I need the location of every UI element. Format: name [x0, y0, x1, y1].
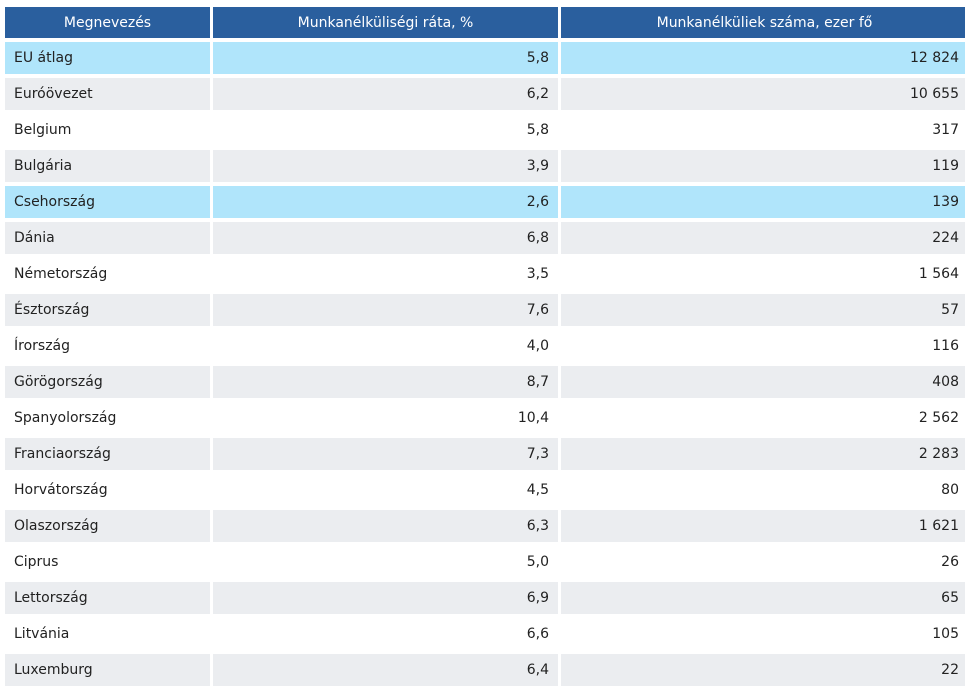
row-count-cell: 65 — [561, 582, 965, 614]
table-body: EU átlag 5,8 12 824 Euróövezet 6,2 10 655 Belg… — [5, 42, 965, 686]
row-name-cell: Belgium — [5, 114, 210, 146]
row-rate-cell: 5,8 — [213, 42, 558, 74]
row-rate-cell: 5,8 — [213, 114, 558, 146]
unemployment-table: Megnevezés Munkanélküliségi ráta, % Munk… — [2, 3, 965, 690]
column-header-name[interactable]: Megnevezés — [5, 7, 210, 38]
row-name-cell: Franciaország — [5, 438, 210, 470]
row-name-cell: Litvánia — [5, 618, 210, 650]
table-row: Írország 4,0 116 — [5, 330, 965, 362]
table-header-row: Megnevezés Munkanélküliségi ráta, % Munk… — [5, 7, 965, 38]
table-row: Csehország 2,6 139 — [5, 186, 965, 218]
row-rate-cell: 8,7 — [213, 366, 558, 398]
row-name-cell: Görögország — [5, 366, 210, 398]
table-row: EU átlag 5,8 12 824 — [5, 42, 965, 74]
row-count-cell: 224 — [561, 222, 965, 254]
row-count-cell: 119 — [561, 150, 965, 182]
table-row: Észtország 7,6 57 — [5, 294, 965, 326]
table-row: Görögország 8,7 408 — [5, 366, 965, 398]
row-rate-cell: 2,6 — [213, 186, 558, 218]
row-name-cell: Bulgária — [5, 150, 210, 182]
column-header-rate[interactable]: Munkanélküliségi ráta, % — [213, 7, 558, 38]
table-row: Luxemburg 6,4 22 — [5, 654, 965, 686]
row-rate-cell: 7,6 — [213, 294, 558, 326]
row-name-cell: Írország — [5, 330, 210, 362]
row-count-cell: 408 — [561, 366, 965, 398]
table-row: Ciprus 5,0 26 — [5, 546, 965, 578]
row-count-cell: 1 621 — [561, 510, 965, 542]
row-name-cell: Ciprus — [5, 546, 210, 578]
row-rate-cell: 7,3 — [213, 438, 558, 470]
table-row: Franciaország 7,3 2 283 — [5, 438, 965, 470]
row-count-cell: 2 562 — [561, 402, 965, 434]
row-name-cell: Észtország — [5, 294, 210, 326]
table-row: Németország 3,5 1 564 — [5, 258, 965, 290]
table-row: Spanyolország 10,4 2 562 — [5, 402, 965, 434]
row-rate-cell: 4,0 — [213, 330, 558, 362]
row-name-cell: Euróövezet — [5, 78, 210, 110]
row-name-cell: EU átlag — [5, 42, 210, 74]
table-row: Dánia 6,8 224 — [5, 222, 965, 254]
row-name-cell: Horvátország — [5, 474, 210, 506]
table-row: Bulgária 3,9 119 — [5, 150, 965, 182]
row-rate-cell: 5,0 — [213, 546, 558, 578]
row-count-cell: 57 — [561, 294, 965, 326]
row-name-cell: Spanyolország — [5, 402, 210, 434]
row-name-cell: Németország — [5, 258, 210, 290]
row-rate-cell: 6,8 — [213, 222, 558, 254]
row-count-cell: 1 564 — [561, 258, 965, 290]
table-row: Horvátország 4,5 80 — [5, 474, 965, 506]
row-rate-cell: 4,5 — [213, 474, 558, 506]
table-row: Lettország 6,9 65 — [5, 582, 965, 614]
row-count-cell: 80 — [561, 474, 965, 506]
column-header-count[interactable]: Munkanélküliek száma, ezer fő — [561, 7, 965, 38]
row-count-cell: 139 — [561, 186, 965, 218]
row-rate-cell: 10,4 — [213, 402, 558, 434]
row-name-cell: Olaszország — [5, 510, 210, 542]
row-count-cell: 2 283 — [561, 438, 965, 470]
row-rate-cell: 6,4 — [213, 654, 558, 686]
row-name-cell: Luxemburg — [5, 654, 210, 686]
table-row: Euróövezet 6,2 10 655 — [5, 78, 965, 110]
row-rate-cell: 6,2 — [213, 78, 558, 110]
row-count-cell: 22 — [561, 654, 965, 686]
row-count-cell: 116 — [561, 330, 965, 362]
row-name-cell: Csehország — [5, 186, 210, 218]
row-rate-cell: 6,9 — [213, 582, 558, 614]
row-count-cell: 26 — [561, 546, 965, 578]
table-row: Olaszország 6,3 1 621 — [5, 510, 965, 542]
row-rate-cell: 3,5 — [213, 258, 558, 290]
row-count-cell: 317 — [561, 114, 965, 146]
row-count-cell: 12 824 — [561, 42, 965, 74]
row-rate-cell: 3,9 — [213, 150, 558, 182]
row-rate-cell: 6,3 — [213, 510, 558, 542]
row-rate-cell: 6,6 — [213, 618, 558, 650]
row-name-cell: Lettország — [5, 582, 210, 614]
row-name-cell: Dánia — [5, 222, 210, 254]
table-row: Litvánia 6,6 105 — [5, 618, 965, 650]
row-count-cell: 10 655 — [561, 78, 965, 110]
table-row: Belgium 5,8 317 — [5, 114, 965, 146]
row-count-cell: 105 — [561, 618, 965, 650]
